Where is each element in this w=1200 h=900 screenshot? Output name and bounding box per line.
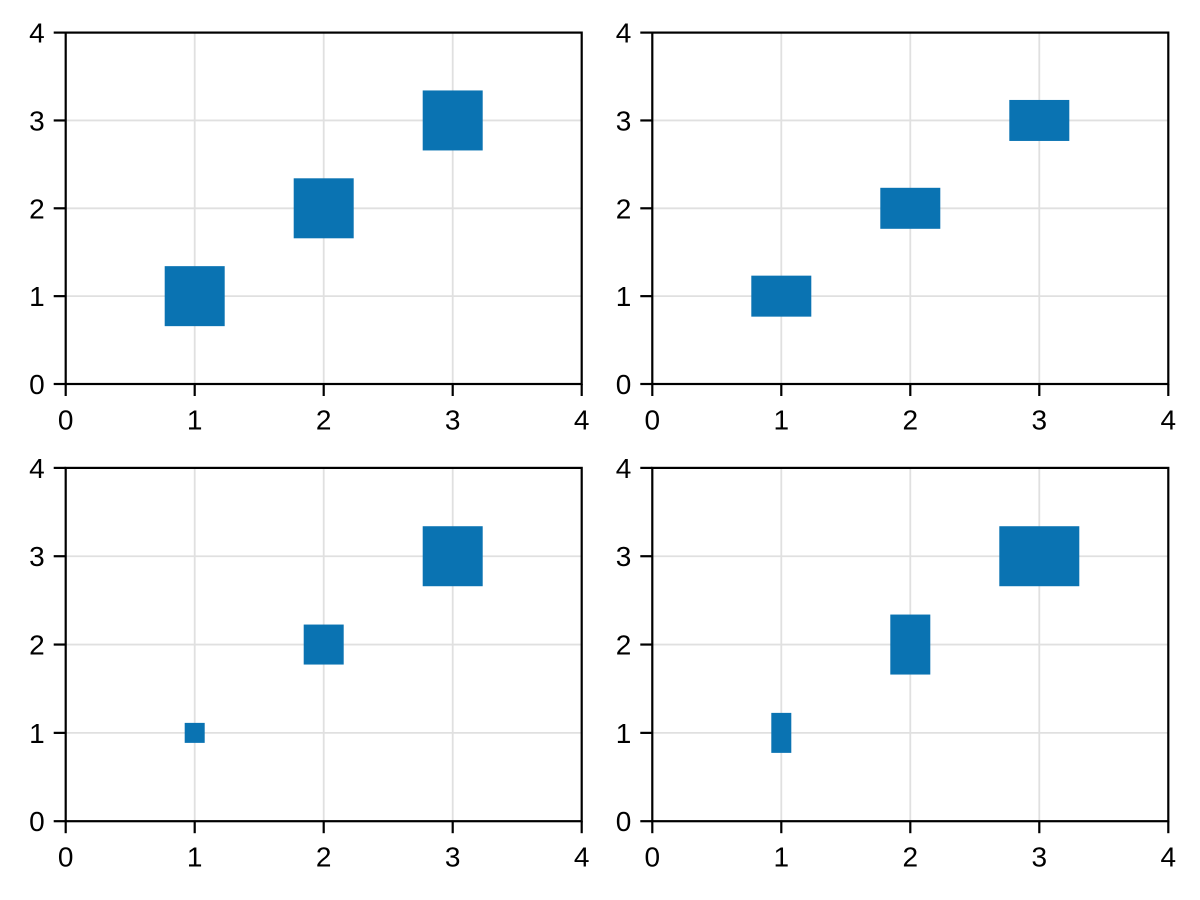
x-tick-label: 4 bbox=[574, 405, 590, 436]
y-tick-label: 0 bbox=[29, 369, 45, 400]
y-tick-label: 1 bbox=[616, 281, 632, 312]
y-tick-label: 0 bbox=[29, 806, 45, 837]
square-marker bbox=[1009, 99, 1070, 141]
square-marker bbox=[880, 187, 941, 229]
x-tick-label: 1 bbox=[187, 405, 203, 436]
x-tick-label: 2 bbox=[316, 405, 332, 436]
x-tick-label: 0 bbox=[645, 405, 661, 436]
x-tick-label: 3 bbox=[445, 405, 461, 436]
subplot-top-right: 0 1 2 3 4 0 1 2 3 4 bbox=[616, 18, 1176, 436]
y-tick-label: 2 bbox=[29, 193, 45, 224]
square-marker bbox=[293, 178, 354, 239]
x-tick-label: 1 bbox=[774, 842, 790, 873]
y-tick-label: 1 bbox=[29, 281, 45, 312]
x-tick-label: 0 bbox=[58, 405, 74, 436]
x-tick-label: 1 bbox=[187, 842, 203, 873]
y-tick-label: 1 bbox=[29, 718, 45, 749]
y-tick-label: 2 bbox=[29, 630, 45, 661]
y-tick-label: 3 bbox=[616, 105, 632, 136]
square-marker bbox=[751, 275, 812, 317]
x-tick-label: 2 bbox=[316, 842, 332, 873]
x-tick-label: 4 bbox=[1161, 405, 1177, 436]
subplot-top-left: 0 1 2 3 4 0 1 2 3 4 bbox=[29, 18, 589, 436]
x-tick-label: 2 bbox=[903, 842, 919, 873]
square-marker bbox=[303, 624, 344, 665]
y-tick-label: 0 bbox=[616, 806, 632, 837]
x-tick-label: 1 bbox=[774, 405, 790, 436]
square-marker bbox=[999, 526, 1080, 587]
y-tick-label: 4 bbox=[29, 18, 45, 49]
square-marker bbox=[184, 722, 205, 743]
y-tick-label: 0 bbox=[616, 369, 632, 400]
square-marker bbox=[890, 614, 931, 675]
y-tick-label: 2 bbox=[616, 630, 632, 661]
y-tick-label: 4 bbox=[616, 453, 632, 484]
square-marker bbox=[771, 712, 792, 753]
square-marker bbox=[422, 526, 483, 587]
y-tick-label: 3 bbox=[616, 541, 632, 572]
subplot-bottom-left: 0 1 2 3 4 0 1 2 3 4 bbox=[29, 453, 589, 873]
x-tick-label: 0 bbox=[58, 842, 74, 873]
x-tick-label: 0 bbox=[645, 842, 661, 873]
x-tick-label: 3 bbox=[445, 842, 461, 873]
x-tick-label: 3 bbox=[1032, 405, 1048, 436]
subplot-bottom-right: 0 1 2 3 4 0 1 2 3 4 bbox=[616, 453, 1176, 873]
y-tick-label: 3 bbox=[29, 105, 45, 136]
x-tick-label: 4 bbox=[1161, 842, 1177, 873]
y-tick-label: 4 bbox=[616, 18, 632, 49]
square-marker bbox=[164, 266, 225, 327]
y-tick-label: 2 bbox=[616, 193, 632, 224]
x-tick-label: 2 bbox=[903, 405, 919, 436]
y-tick-label: 3 bbox=[29, 541, 45, 572]
y-tick-label: 1 bbox=[616, 718, 632, 749]
square-marker bbox=[422, 90, 483, 151]
x-tick-label: 3 bbox=[1032, 842, 1048, 873]
x-tick-label: 4 bbox=[574, 842, 590, 873]
y-tick-label: 4 bbox=[29, 453, 45, 484]
